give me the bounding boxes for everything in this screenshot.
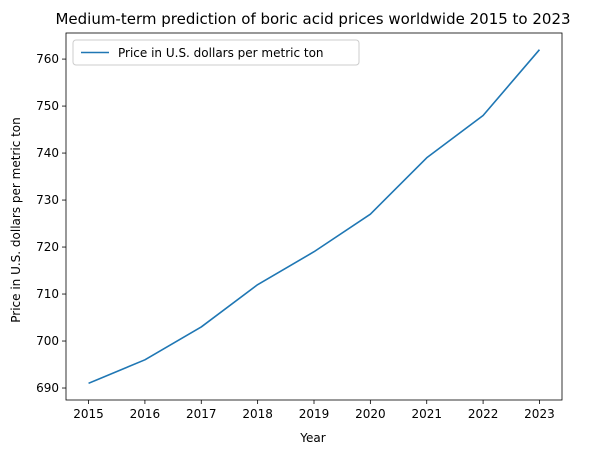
- x-tick-label: 2019: [299, 407, 330, 421]
- x-tick-label: 2020: [355, 407, 386, 421]
- x-tick-label: 2021: [411, 407, 442, 421]
- y-tick-label: 750: [36, 99, 59, 113]
- x-tick-label: 2017: [186, 407, 217, 421]
- chart-title: Medium-term prediction of boric acid pri…: [55, 10, 570, 28]
- x-tick-label: 2023: [524, 407, 555, 421]
- y-tick-label: 720: [36, 240, 59, 254]
- x-tick-label: 2016: [130, 407, 161, 421]
- axes-frame: [65, 32, 563, 401]
- x-tick-label: 2015: [73, 407, 104, 421]
- x-tick-label: 2022: [468, 407, 499, 421]
- y-tick-label: 700: [36, 334, 59, 348]
- plot-area: 2015 2016 2017 2018 2019 2020 2021 2022 2023 690 7…: [36, 32, 563, 421]
- y-tick-label: 690: [36, 381, 59, 395]
- legend-label: Price in U.S. dollars per metric ton: [118, 46, 324, 60]
- legend-box: [72, 39, 360, 66]
- y-tick-label: 760: [36, 52, 59, 66]
- y-tick-label: 710: [36, 287, 59, 301]
- y-tick-label: 740: [36, 146, 59, 160]
- x-tick-label: 2018: [242, 407, 273, 421]
- series-line: [88, 49, 541, 385]
- x-axis-label: Year: [299, 431, 325, 445]
- y-tick-label: 730: [36, 193, 59, 207]
- y-axis-label: Price in U.S. dollars per metric ton: [9, 117, 23, 323]
